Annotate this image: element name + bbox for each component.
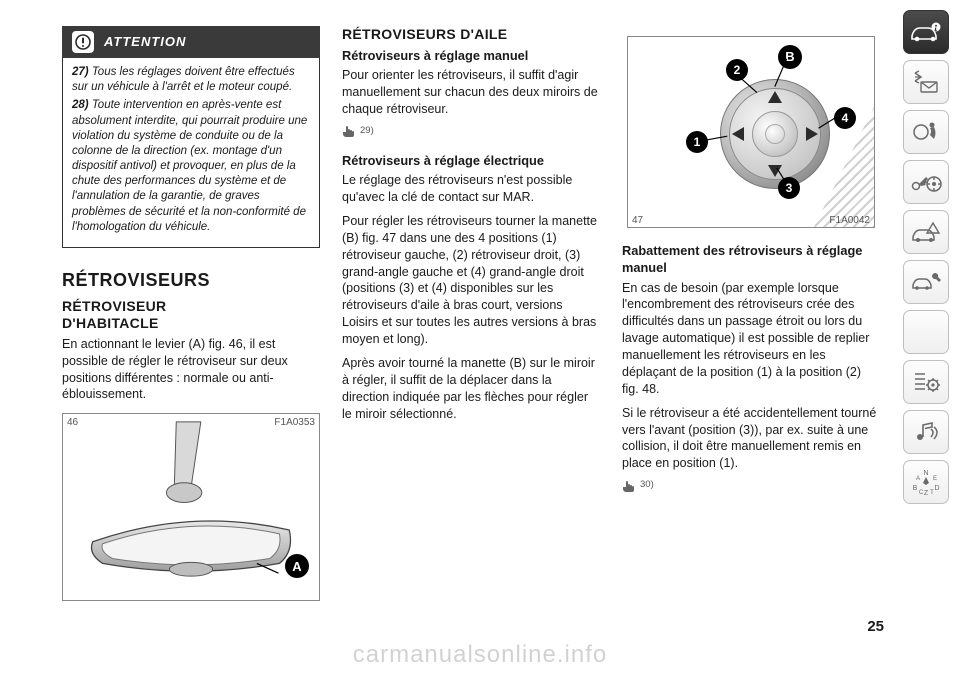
svg-text:T: T	[930, 490, 934, 496]
figure-label-b: B	[778, 45, 802, 69]
attention-item-text: Tous les réglages doivent être effectués…	[72, 66, 295, 93]
footnote-ref-30: 30)	[622, 479, 654, 492]
svg-text:B: B	[913, 485, 918, 492]
light-mail-icon	[911, 69, 941, 95]
heading-line: RÉTROVISEUR	[62, 298, 166, 314]
svg-text:N: N	[923, 470, 928, 477]
attention-item-num: 27)	[72, 66, 89, 78]
airbag-icon	[911, 119, 941, 145]
body-paragraph: Pour régler les rétroviseurs tourner la …	[342, 213, 600, 348]
blank-icon	[916, 322, 936, 342]
subsection-heading-aile: RÉTROVISEURS D'AILE	[342, 26, 600, 43]
sidebar-item-techdata[interactable]	[903, 360, 949, 404]
sidebar-item-index[interactable]: N Z B D A E C T	[903, 460, 949, 504]
page-content: ATTENTION 27) Tous les réglages doivent …	[0, 0, 898, 683]
sidebar-item-starting[interactable]	[903, 160, 949, 204]
figure-number: 47	[632, 214, 643, 228]
attention-title: ATTENTION	[104, 33, 186, 51]
dial-pos-3: 3	[778, 177, 800, 199]
subsub-heading-electrique: Rétroviseurs à réglage électrique	[342, 152, 600, 169]
attention-header: ATTENTION	[62, 26, 320, 58]
manual-page: ATTENTION 27) Tous les réglages doivent …	[0, 0, 960, 683]
attention-item-27: 27) Tous les réglages doivent être effec…	[72, 65, 310, 95]
body-paragraph: Après avoir tourné la manette (B) sur le…	[342, 355, 600, 423]
car-info-icon	[909, 21, 943, 43]
svg-text:A: A	[916, 476, 920, 482]
column-1: ATTENTION 27) Tous les réglages doivent …	[62, 26, 320, 683]
attention-item-num: 28)	[72, 99, 89, 111]
figure-caption: 47 F1A0042	[628, 212, 874, 228]
mirror-illustration	[63, 414, 319, 586]
hand-icon	[622, 480, 636, 492]
sidebar-item-lights[interactable]	[903, 60, 949, 104]
body-paragraph: Pour orienter les rétroviseurs, il suffi…	[342, 67, 600, 118]
figure-47: B 1 2 3 4 47 F1A0042	[627, 36, 875, 228]
section-heading-retroviseurs: RÉTROVISEURS	[62, 268, 320, 292]
attention-item-28: 28) Toute intervention en après-vente es…	[72, 98, 310, 235]
sidebar-nav: N Z B D A E C T	[898, 0, 960, 683]
list-gear-icon	[911, 369, 941, 395]
footnote-ref-29: 29)	[342, 125, 374, 138]
mirror-control-dial	[720, 79, 830, 189]
column-2: RÉTROVISEURS D'AILE Rétroviseurs à régla…	[342, 26, 600, 683]
svg-text:Z: Z	[924, 490, 929, 496]
sidebar-item-emergency[interactable]	[903, 210, 949, 254]
sidebar-item-service[interactable]	[903, 260, 949, 304]
subsub-heading-rabattement: Rabattement des rétroviseurs à réglage m…	[622, 242, 880, 277]
sidebar-item-safety[interactable]	[903, 110, 949, 154]
car-warning-icon	[910, 220, 942, 244]
sidebar-item-blank[interactable]	[903, 310, 949, 354]
body-paragraph: En cas de besoin (par exemple lorsque l'…	[622, 280, 880, 398]
page-number: 25	[867, 618, 884, 635]
compass-icon: N Z B D A E C T	[911, 468, 941, 496]
body-paragraph: En actionnant le levier (A) fig. 46, il …	[62, 336, 320, 404]
svg-text:E: E	[933, 476, 937, 482]
attention-box: ATTENTION 27) Tous les réglages doivent …	[62, 26, 320, 248]
hand-icon	[342, 125, 356, 137]
subsub-heading-manuel: Rétroviseurs à réglage manuel	[342, 47, 600, 64]
car-wrench-icon	[910, 270, 942, 294]
dial-pos-2: 2	[726, 59, 748, 81]
figure-46: A 46 F1A0353	[62, 413, 320, 601]
audio-icon	[911, 419, 941, 445]
sidebar-item-car-info[interactable]	[903, 10, 949, 54]
svg-text:D: D	[934, 485, 939, 492]
footnote-number: 30)	[640, 479, 654, 492]
figure-code: F1A0042	[829, 214, 870, 228]
subsection-heading: RÉTROVISEUR D'HABITACLE	[62, 298, 320, 332]
attention-item-text: Toute intervention en après-vente est ab…	[72, 99, 307, 232]
column-3: B 1 2 3 4 47 F1A0042 Rabattement des rét…	[622, 26, 880, 683]
sidebar-item-multimedia[interactable]	[903, 410, 949, 454]
body-paragraph: Si le rétroviseur a été accidentellement…	[622, 405, 880, 473]
dial-pos-4: 4	[834, 107, 856, 129]
body-paragraph: Le réglage des rétroviseurs n'est possib…	[342, 172, 600, 206]
warning-icon	[72, 31, 94, 53]
dial-pos-1: 1	[686, 131, 708, 153]
attention-body: 27) Tous les réglages doivent être effec…	[62, 58, 320, 248]
key-wheel-icon	[910, 170, 942, 194]
svg-text:C: C	[919, 490, 924, 496]
footnote-number: 29)	[360, 125, 374, 138]
heading-line: D'HABITACLE	[62, 315, 159, 331]
